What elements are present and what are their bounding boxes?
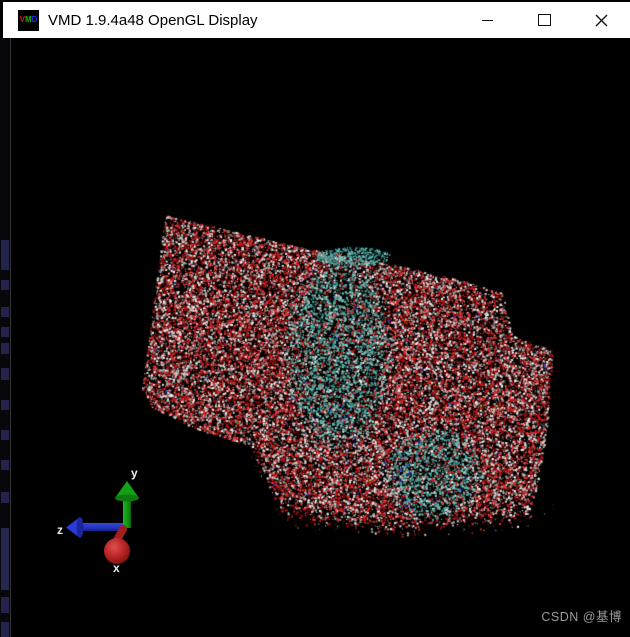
background-window-fragment bbox=[1, 528, 9, 590]
z-axis-arrow bbox=[66, 517, 124, 538]
vmd-icon-letter: M bbox=[24, 15, 32, 24]
vmd-icon-letter: D bbox=[31, 15, 38, 24]
background-window-fragment bbox=[1, 327, 9, 337]
background-window-fragment bbox=[1, 400, 9, 410]
minimize-button[interactable] bbox=[459, 2, 516, 38]
background-window-fragment bbox=[1, 240, 9, 270]
close-button[interactable] bbox=[573, 2, 630, 38]
background-window-fragment bbox=[1, 622, 9, 637]
y-axis-arrow bbox=[115, 481, 139, 528]
maximize-button[interactable] bbox=[516, 2, 573, 38]
minimize-icon bbox=[482, 19, 493, 21]
background-window-fragment bbox=[1, 280, 9, 290]
background-window-fragment bbox=[1, 460, 9, 470]
y-axis-label: y bbox=[131, 466, 138, 480]
opengl-viewport[interactable]: y z x CSDN @基博 bbox=[11, 38, 630, 637]
x-axis-arrow bbox=[104, 525, 130, 564]
window-left-border bbox=[10, 38, 11, 637]
window-controls bbox=[459, 2, 630, 38]
background-window-fragment bbox=[1, 368, 9, 380]
background-window-fragment bbox=[1, 343, 9, 354]
vmd-icon-letter: V bbox=[19, 15, 25, 24]
window-title: VMD 1.9.4a48 OpenGL Display bbox=[48, 11, 258, 29]
background-window-edge bbox=[0, 38, 10, 637]
close-icon bbox=[595, 14, 608, 26]
axes-gizmo: y z x bbox=[57, 466, 139, 575]
x-axis-label: x bbox=[113, 561, 120, 575]
csdn-watermark: CSDN @基博 bbox=[541, 610, 622, 624]
background-window-fragment bbox=[1, 307, 9, 317]
maximize-icon bbox=[538, 14, 551, 26]
z-axis-label: z bbox=[57, 523, 63, 537]
background-window-fragment bbox=[1, 597, 9, 613]
background-window-fragment bbox=[1, 430, 9, 440]
background-window-fragment bbox=[1, 492, 9, 503]
